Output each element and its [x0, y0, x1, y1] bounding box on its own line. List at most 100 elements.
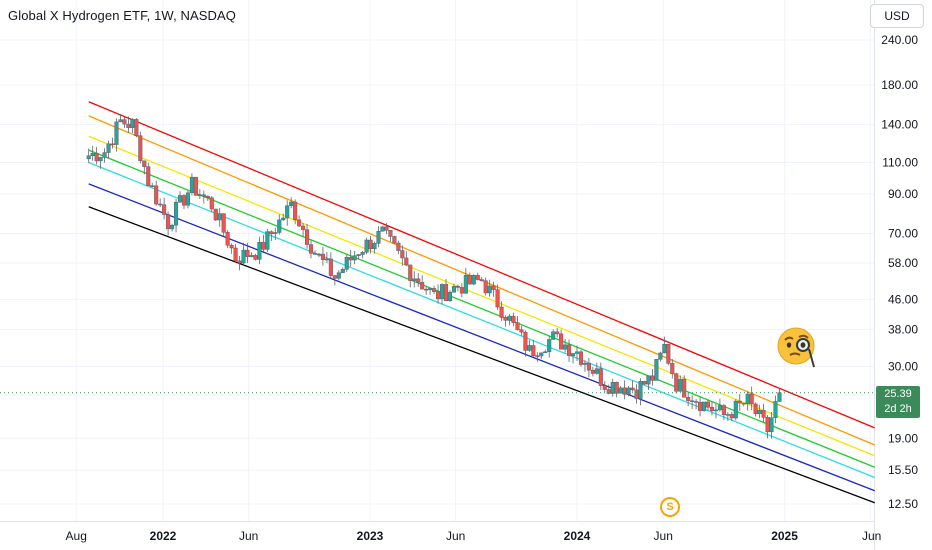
dividend-s-icon[interactable]: S	[660, 497, 680, 517]
channel-line-6	[88, 206, 875, 504]
candle	[630, 387, 635, 391]
candle	[392, 236, 397, 244]
candle	[332, 275, 337, 279]
monocle-face-icon[interactable]	[777, 326, 819, 368]
candle	[459, 287, 464, 294]
candle	[686, 397, 691, 401]
candle	[773, 401, 778, 419]
candle	[551, 331, 556, 340]
candle	[114, 121, 119, 145]
y-tick-label: 15.50	[888, 463, 918, 477]
candle	[622, 387, 627, 395]
candle	[698, 401, 703, 411]
candle	[404, 257, 409, 266]
candle	[162, 204, 167, 215]
candle	[574, 351, 580, 354]
candle	[213, 208, 218, 221]
y-tick-label: 30.00	[888, 360, 918, 374]
candle	[348, 257, 353, 261]
candle	[443, 284, 449, 301]
candle	[126, 123, 131, 128]
x-tick-label: Jun	[654, 529, 673, 543]
candle	[209, 197, 214, 210]
candle	[201, 194, 206, 197]
candle	[197, 194, 202, 197]
candle	[396, 242, 401, 251]
candle	[777, 392, 782, 402]
candle	[289, 201, 294, 206]
candle	[753, 403, 758, 415]
candle	[336, 272, 341, 279]
candle	[602, 385, 607, 390]
candle	[467, 275, 472, 285]
candle	[273, 232, 278, 234]
candle	[642, 381, 647, 385]
channel-line-0	[88, 101, 875, 429]
candle	[388, 230, 393, 237]
candle	[614, 381, 619, 394]
candle	[166, 214, 171, 230]
candle	[618, 387, 623, 394]
candle	[90, 153, 95, 156]
candle	[257, 241, 262, 260]
candle	[173, 201, 179, 226]
candle	[439, 284, 445, 300]
candle	[360, 252, 365, 255]
candle	[106, 143, 111, 153]
candle	[205, 195, 210, 199]
candle	[344, 257, 349, 270]
candle	[543, 351, 548, 354]
candle	[499, 306, 504, 318]
candle	[567, 344, 572, 356]
candle	[626, 387, 631, 395]
candle	[217, 213, 222, 221]
candle	[447, 291, 453, 301]
candle	[765, 417, 770, 433]
candle	[610, 381, 615, 394]
candle	[670, 363, 675, 374]
candle	[646, 375, 651, 385]
candle	[463, 275, 468, 294]
candle	[146, 166, 151, 186]
candle	[320, 253, 325, 260]
candle	[372, 243, 377, 250]
channel-line-3	[88, 149, 875, 468]
candle	[94, 153, 99, 162]
candle	[277, 219, 282, 233]
candle	[495, 289, 500, 308]
candle	[690, 400, 695, 402]
currency-button[interactable]: USD	[870, 4, 924, 28]
candle	[110, 143, 115, 146]
candle	[408, 264, 413, 281]
candle	[158, 203, 163, 206]
candle	[189, 176, 194, 194]
candle	[570, 353, 576, 356]
candle	[666, 344, 671, 364]
candle	[733, 400, 738, 419]
y-tick-label: 38.00	[888, 322, 918, 336]
candle	[102, 152, 107, 158]
candle	[118, 119, 123, 123]
x-tick-label: Jun	[446, 529, 465, 543]
candle	[555, 331, 560, 335]
candle	[535, 355, 540, 357]
x-tick-label: 2023	[357, 529, 384, 543]
candle	[503, 317, 508, 321]
candle	[376, 231, 381, 244]
candle	[316, 253, 322, 256]
candle	[451, 286, 456, 293]
candle	[507, 315, 512, 321]
candle	[352, 255, 357, 261]
candle	[606, 389, 611, 394]
candle	[384, 226, 389, 231]
y-tick-label: 46.00	[888, 292, 918, 306]
candle	[245, 249, 250, 257]
candle	[694, 401, 699, 403]
x-tick-label: Jun	[239, 529, 258, 543]
y-tick-label: 70.00	[888, 226, 918, 240]
candle	[265, 231, 270, 250]
candle	[515, 322, 520, 330]
candle	[511, 315, 516, 323]
